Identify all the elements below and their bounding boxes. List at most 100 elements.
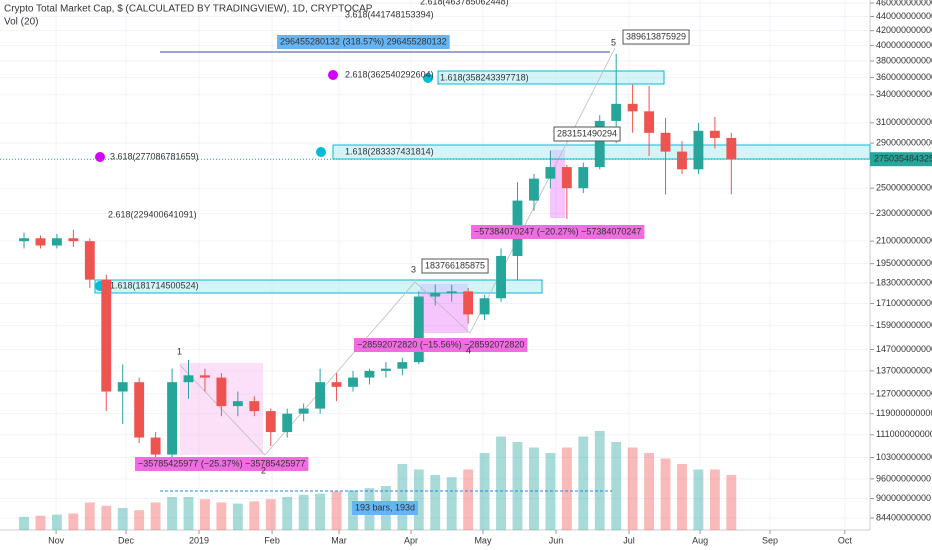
grid: [0, 0, 870, 530]
candle-body: [150, 437, 161, 455]
y-tick-label: 119000000000: [876, 408, 932, 418]
annotation: 3: [411, 264, 416, 274]
annotation: 3.618(277086781659): [110, 151, 199, 161]
volume-bar: [150, 502, 161, 530]
candle-body: [578, 167, 589, 189]
alert-icon: [423, 73, 433, 83]
candle-body: [677, 151, 687, 170]
candle-body: [167, 382, 177, 455]
candle-body: [660, 132, 671, 152]
candle-body: [594, 120, 605, 168]
volume-bar: [282, 497, 293, 530]
x-tick-label: Apr: [404, 535, 418, 545]
y-tick-label: 340000000000: [876, 89, 932, 99]
annotation: 1.618(358243397718): [440, 72, 529, 82]
annotation: 1: [177, 346, 182, 356]
annotation: 193 bars, 193d: [355, 502, 415, 512]
candle-body: [397, 362, 408, 369]
x-tick-label: 2019: [189, 535, 209, 545]
x-tick-label: Mar: [331, 535, 347, 545]
candle-body: [84, 241, 95, 280]
y-tick-label: 195000000000: [876, 258, 932, 268]
volume-bar: [446, 477, 457, 530]
candle-body: [200, 375, 210, 378]
annotation: 2: [261, 465, 266, 475]
annotation: 2.618(229400641091): [108, 209, 197, 219]
candle-body: [611, 103, 622, 121]
candle-body: [709, 130, 720, 138]
pattern-box: [550, 150, 565, 218]
volume-bar: [68, 513, 79, 530]
x-tick-label: Aug: [692, 535, 708, 545]
volume-bar: [51, 514, 62, 530]
candle-body: [216, 377, 227, 407]
annotation-box: [421, 258, 489, 274]
candle-body: [529, 178, 539, 201]
candle-body: [282, 413, 293, 433]
x-tick-label: Sep: [762, 535, 778, 545]
x-tick-label: Jul: [623, 535, 635, 545]
alert-icon: [95, 152, 105, 162]
volume-bar: [578, 436, 589, 530]
candle-body: [726, 137, 737, 160]
y-tick-label: 96000000000: [876, 473, 931, 483]
y-tick-label: 103000000000: [876, 452, 932, 462]
candle-body: [561, 167, 572, 189]
y-tick-label: 360000000000: [876, 72, 932, 82]
volume-bar: [709, 469, 720, 530]
annotation: −35785425977 (−25.37%) −35785425977: [138, 458, 305, 468]
drawings: [94, 47, 871, 492]
volume-bar: [19, 516, 29, 530]
volume-bar: [479, 453, 490, 530]
y-tick-label: 147000000000: [876, 344, 932, 354]
volume-bar: [167, 497, 177, 530]
annotation-box: [354, 338, 528, 352]
y-tick-label: 210000000000: [876, 236, 932, 246]
volume-bar: [430, 475, 441, 530]
y-tick-label: 230000000000: [876, 208, 932, 218]
y-tick-label: 290000000000: [876, 137, 932, 147]
x-tick-label: May: [474, 535, 492, 545]
annotation-box: [277, 35, 450, 49]
annotation: 1.618(283337431814): [345, 146, 434, 156]
annotation: 2.618(362540292604): [345, 69, 434, 79]
volume-bar: [693, 469, 704, 530]
annotation: 5: [611, 37, 616, 47]
y-tick-label: 310000000000: [876, 117, 932, 127]
y-tick-label: 440000000000: [876, 11, 932, 21]
volume-bar: [397, 464, 408, 530]
x-tick-label: Jun: [549, 535, 564, 545]
alert-icon: [316, 147, 326, 157]
y-tick-label: 183000000000: [876, 277, 932, 287]
y-tick-label: 460000000000: [876, 0, 932, 7]
volume-bar: [117, 508, 128, 530]
volume-bar: [101, 505, 112, 530]
candle-body: [298, 408, 309, 414]
volume-bar: [249, 501, 260, 530]
y-tick-label: 127000000000: [876, 388, 932, 398]
volume-bar: [496, 436, 506, 530]
candle-body: [644, 111, 655, 133]
fib-zone: [94, 279, 543, 294]
annotation: −28592072820 (−15.56%) −28592072820: [357, 339, 524, 349]
annotation: 183766185875: [425, 260, 485, 270]
volume-bar: [298, 494, 309, 530]
y-tick-label: 420000000000: [876, 25, 932, 35]
volume-bar: [512, 442, 523, 530]
x-tick-label: Feb: [264, 535, 280, 545]
candle-body: [68, 238, 79, 242]
y-tick-label: 90000000000: [876, 493, 931, 503]
annotation: 4: [466, 345, 471, 355]
annotation-box: [352, 501, 419, 515]
volume-bar: [315, 493, 326, 530]
y-tick-label: 159000000000: [876, 320, 932, 330]
candle-body: [19, 238, 29, 242]
annotation: 389613875929: [626, 31, 686, 41]
candle-body: [413, 296, 424, 363]
candle-body: [51, 238, 62, 246]
volume-bar: [183, 497, 194, 530]
annotation-box: [135, 457, 309, 471]
volume-bar: [232, 503, 243, 530]
candle-body: [134, 382, 145, 438]
